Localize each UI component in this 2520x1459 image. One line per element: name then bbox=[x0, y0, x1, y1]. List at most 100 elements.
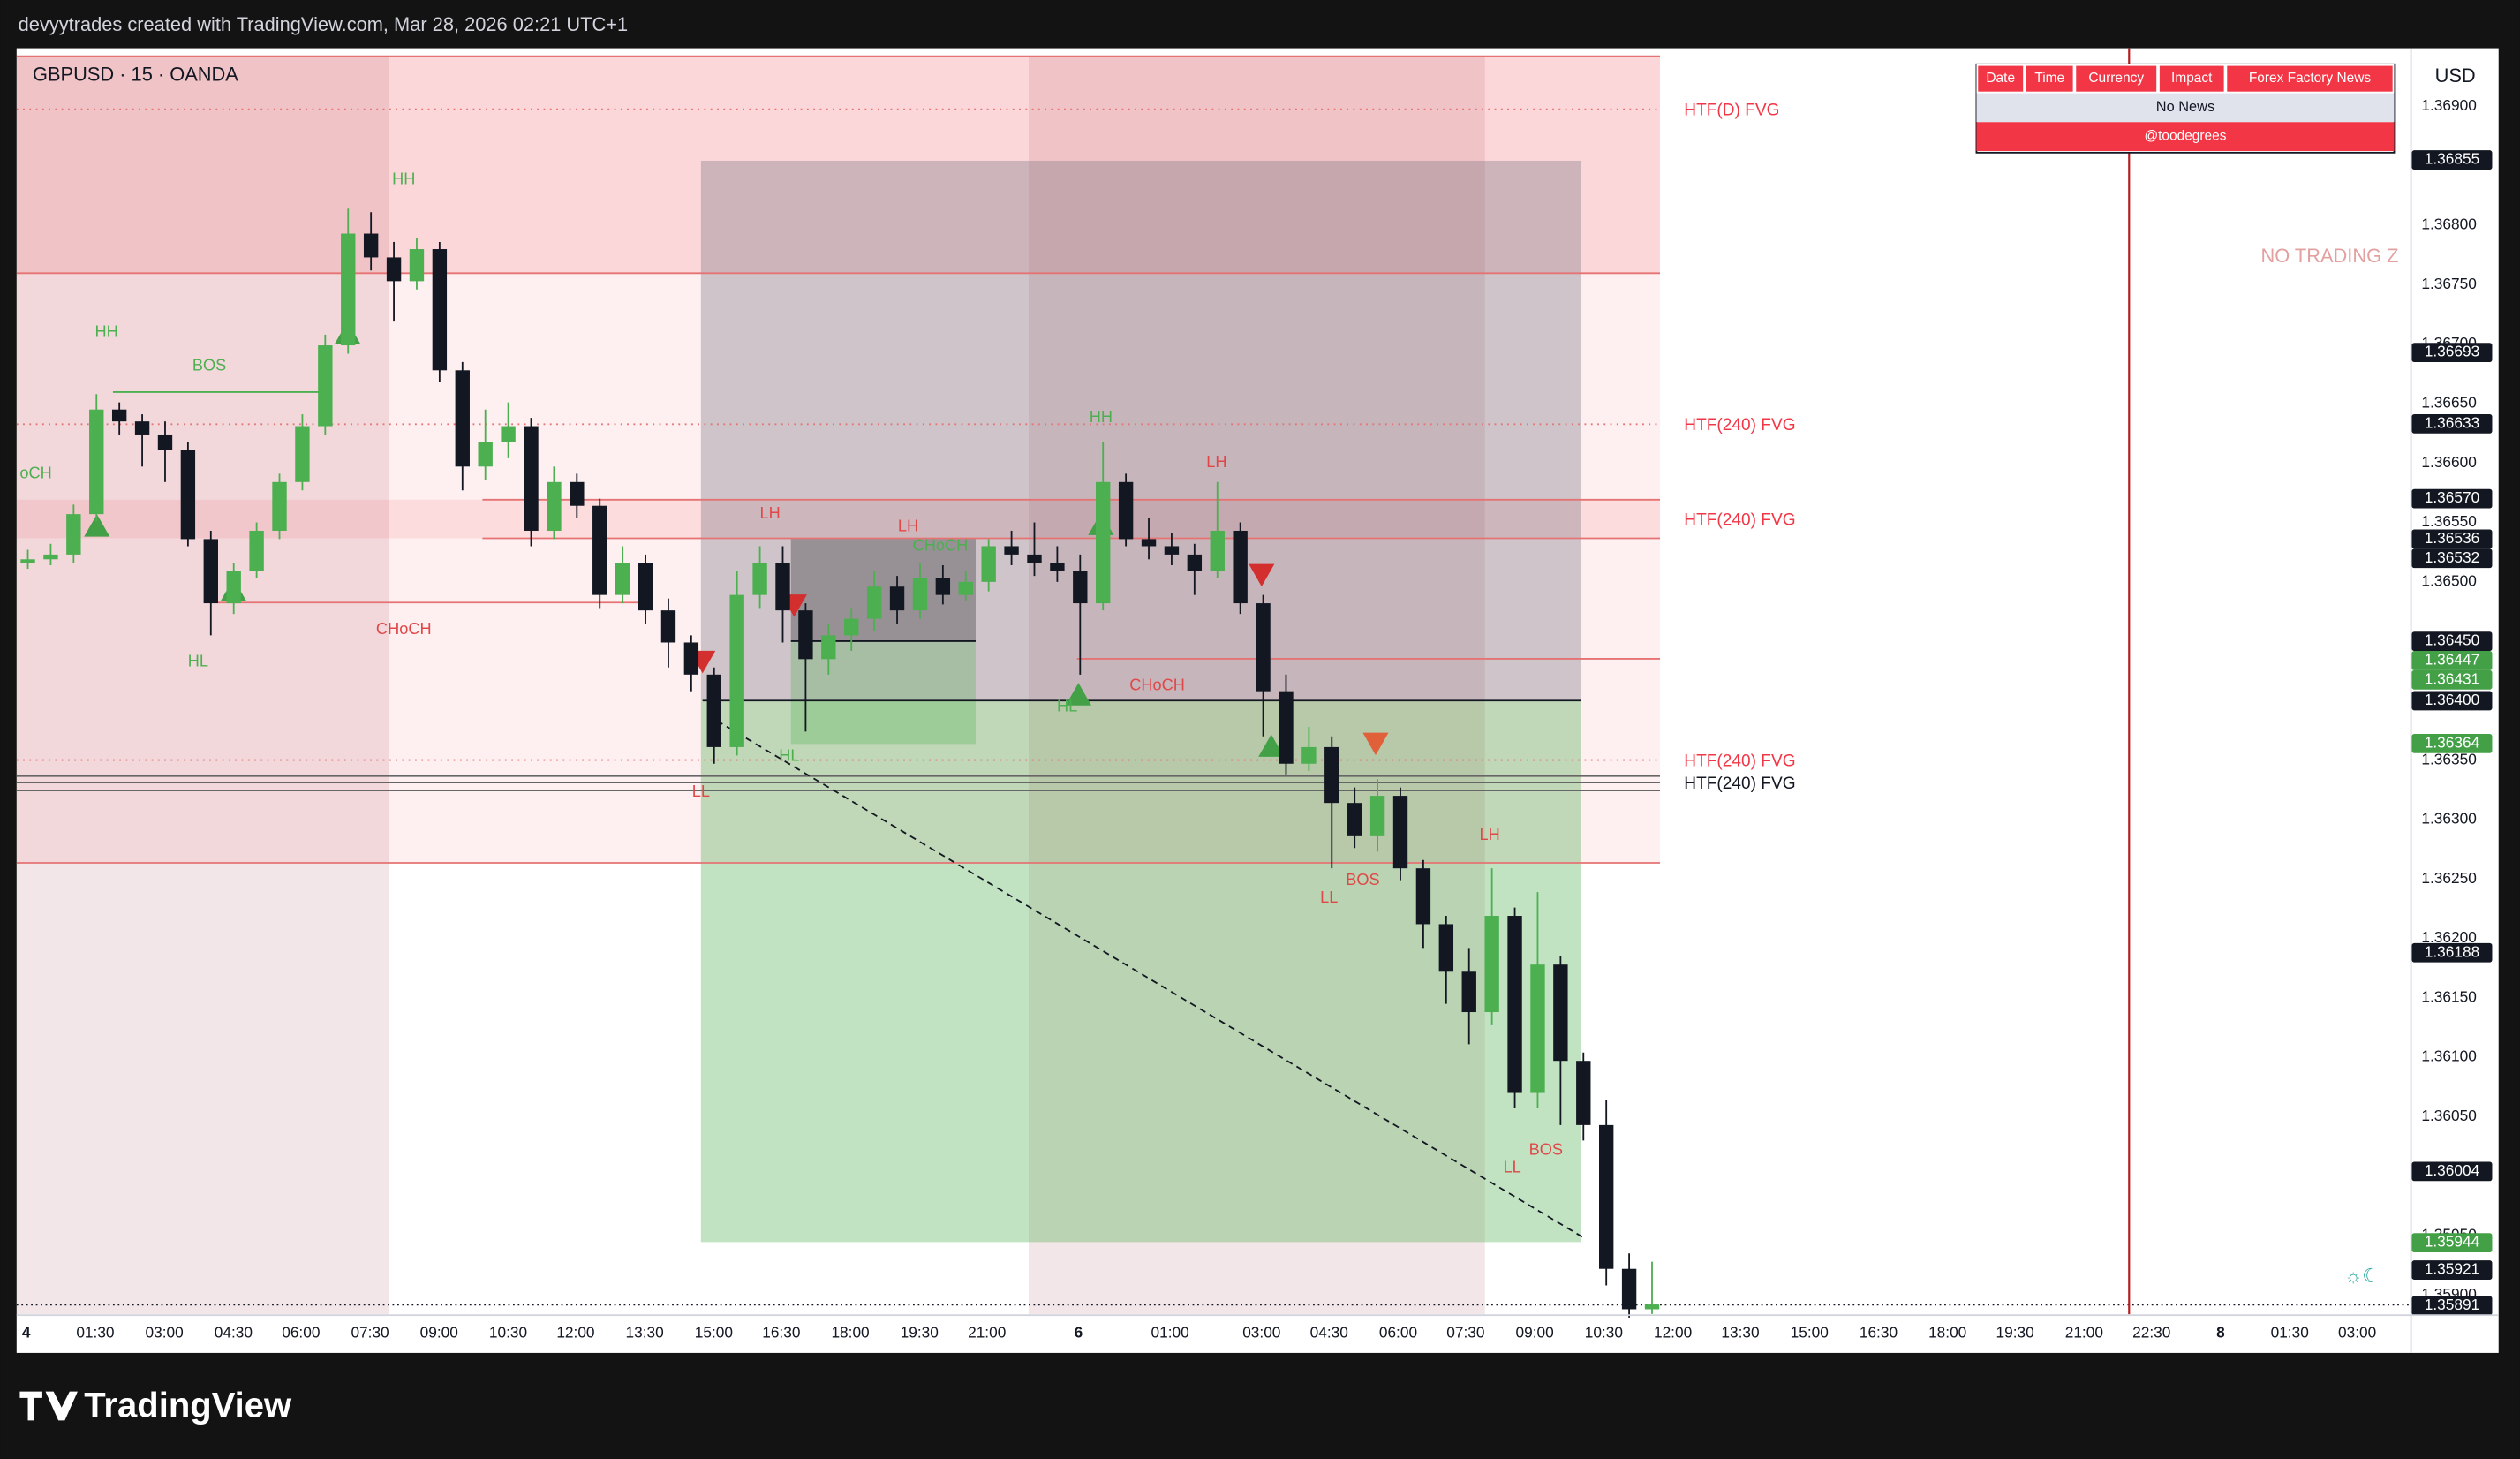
candle-body bbox=[1118, 481, 1134, 540]
candle-body bbox=[1576, 1061, 1591, 1125]
structure-label: HL bbox=[779, 747, 799, 765]
reward-zone bbox=[790, 640, 976, 745]
structure-label: LH bbox=[1480, 826, 1500, 843]
candle-body bbox=[1164, 546, 1180, 555]
price-label-box bbox=[2411, 150, 2493, 170]
structure-label: BOS bbox=[1529, 1140, 1563, 1158]
candle-body bbox=[1187, 554, 1203, 571]
candle-body bbox=[89, 409, 104, 515]
price-label: 1.36004 bbox=[2425, 1161, 2480, 1179]
candle-body bbox=[729, 594, 744, 747]
candle-body bbox=[660, 610, 676, 643]
price-label: 1.36188 bbox=[2425, 942, 2479, 960]
structure-label: oCH bbox=[19, 465, 51, 482]
candle-body bbox=[638, 563, 653, 611]
candle-body bbox=[1073, 571, 1088, 604]
y-tick-label: 1.36150 bbox=[2421, 987, 2476, 1005]
candle-body bbox=[1050, 563, 1065, 571]
x-tick-label: 10:30 bbox=[1585, 1324, 1623, 1342]
symbol: GBPUSD · 15 · OANDA bbox=[33, 63, 238, 85]
zone-label: HTF(240) FVG bbox=[1684, 752, 1795, 770]
x-tick-label: 18:00 bbox=[1928, 1324, 1966, 1342]
x-tick-label: 8 bbox=[2216, 1324, 2225, 1342]
axis-border bbox=[16, 1314, 2499, 1317]
structure-label: LH bbox=[759, 504, 780, 522]
price-label-box bbox=[2411, 548, 2493, 569]
labels: 1.359001.359501.360001.360501.361001.361… bbox=[19, 96, 2493, 1342]
theme-icon: ☼☾ bbox=[2344, 1265, 2380, 1287]
candle-body bbox=[1484, 916, 1499, 1013]
candle-body bbox=[706, 674, 721, 747]
candle-body bbox=[157, 434, 173, 450]
zone-lines bbox=[16, 55, 1661, 864]
x-tick-label: 16:30 bbox=[762, 1324, 800, 1342]
signal-down bbox=[1249, 563, 1275, 587]
structure-label: LL bbox=[1504, 1159, 1521, 1176]
candle-body bbox=[1621, 1268, 1637, 1310]
zone-label: HTF(D) FVG bbox=[1684, 102, 1779, 120]
candle-body bbox=[1256, 603, 1271, 692]
structure-label: LH bbox=[1206, 453, 1226, 471]
x-tick-label: 16:30 bbox=[1860, 1324, 1898, 1342]
candle-body bbox=[547, 481, 562, 531]
news-row bbox=[1976, 93, 2395, 123]
candle-body bbox=[1369, 796, 1385, 836]
price-label: 1.35944 bbox=[2425, 1233, 2480, 1251]
news-header: Impact bbox=[2171, 71, 2213, 86]
x-tick-label: 04:30 bbox=[215, 1324, 253, 1342]
news-header-cell bbox=[1976, 64, 2026, 94]
x-tick-label: 03:00 bbox=[2338, 1324, 2376, 1342]
htf-lines bbox=[16, 775, 1661, 792]
price-label-box bbox=[2411, 488, 2493, 509]
x-tick-label: 21:00 bbox=[968, 1324, 1006, 1342]
price-label: 1.36447 bbox=[2425, 651, 2479, 669]
candle-body bbox=[1027, 554, 1042, 563]
candle-body bbox=[43, 554, 58, 560]
price-label: 1.36400 bbox=[2425, 691, 2479, 708]
candle-body bbox=[1004, 546, 1019, 555]
x-tick-label: 12:00 bbox=[556, 1324, 594, 1342]
caption: devyytrades created with TradingView.com… bbox=[19, 13, 629, 35]
price-label-box bbox=[2411, 691, 2493, 711]
y-tick-label: 1.36350 bbox=[2421, 750, 2476, 767]
x-tick-label: 07:30 bbox=[1446, 1324, 1484, 1342]
news-header-cell bbox=[2225, 64, 2395, 94]
candle-body bbox=[844, 618, 859, 636]
x-tick-label: 21:00 bbox=[2065, 1324, 2103, 1342]
candle-body bbox=[615, 563, 630, 595]
candle-body bbox=[318, 345, 333, 427]
structure-label: BOS bbox=[192, 357, 226, 374]
y-tick-label: 1.36050 bbox=[2421, 1107, 2476, 1124]
candle-body bbox=[570, 481, 585, 506]
candle-body bbox=[1279, 691, 1294, 764]
structure-label: CHoCH bbox=[376, 620, 432, 638]
news-header-cell bbox=[2025, 64, 2075, 94]
price-label: 1.36855 bbox=[2425, 150, 2479, 168]
y-tick-label: 1.36200 bbox=[2421, 928, 2476, 946]
candle-body bbox=[798, 610, 813, 660]
candle-body bbox=[1438, 924, 1454, 972]
zone-label: HTF(240) FVG bbox=[1684, 416, 1795, 435]
fvg-zone bbox=[16, 499, 1661, 539]
x-tick-label: 04:30 bbox=[1310, 1324, 1348, 1342]
x-tick-label: 09:00 bbox=[1516, 1324, 1554, 1342]
candle-body bbox=[1324, 746, 1339, 804]
structure-label: LH bbox=[898, 518, 918, 535]
x-tick-label: 03:00 bbox=[1242, 1324, 1280, 1342]
candle-body bbox=[1530, 964, 1545, 1093]
price-label: 1.36450 bbox=[2425, 631, 2479, 649]
dotted-lines bbox=[16, 108, 1661, 761]
fvg-zone bbox=[16, 56, 1661, 274]
signal-down bbox=[1362, 732, 1389, 756]
price-label: 1.35921 bbox=[2425, 1260, 2479, 1278]
x-tick-label: 01:30 bbox=[76, 1324, 114, 1342]
zone-label: HTF(240) FVG bbox=[1684, 775, 1795, 793]
x-tick-label: 22:30 bbox=[2132, 1324, 2170, 1342]
news-header-cell bbox=[2158, 64, 2226, 94]
candle-body bbox=[501, 426, 516, 442]
candles bbox=[20, 208, 1660, 1318]
x-tick-label: 06:00 bbox=[1379, 1324, 1417, 1342]
logo: TradingView bbox=[84, 1386, 292, 1425]
axis-border bbox=[2410, 48, 2412, 1353]
price-label-box bbox=[2411, 1296, 2493, 1316]
